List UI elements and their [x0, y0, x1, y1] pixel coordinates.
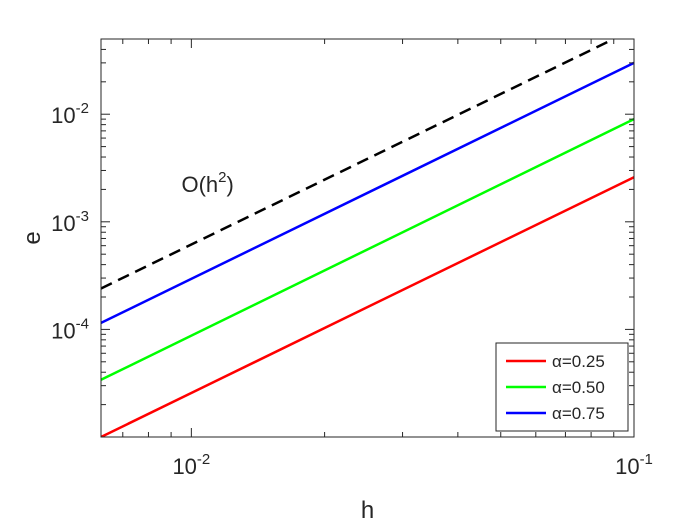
y-tick-label: 10-3 — [51, 208, 89, 236]
series-line-3 — [101, 61, 634, 325]
legend-label: α=0.25 — [552, 352, 605, 371]
legend-label: α=0.75 — [552, 404, 605, 423]
series-line-4 — [101, 39, 615, 290]
annotation-layer: O(h2) — [181, 169, 233, 197]
series-layer — [101, 39, 634, 437]
y-tick-label: 10-2 — [51, 100, 89, 128]
series-line-2 — [101, 117, 634, 381]
x-tick-label: 10-2 — [172, 451, 210, 479]
series-line-1 — [101, 176, 634, 437]
x-tick-label: 10-1 — [615, 451, 653, 479]
y-axis-label: e — [19, 231, 46, 244]
legend-label: α=0.50 — [552, 378, 605, 397]
x-axis-label: h — [361, 497, 374, 524]
y-tick-label: 10-4 — [51, 315, 89, 343]
tick-layer: 10-2 10-1 10-4 10-3 10-2 — [51, 38, 653, 479]
order-annotation: O(h2) — [181, 169, 233, 197]
legend: α=0.25 α=0.50 α=0.75 — [495, 342, 629, 432]
